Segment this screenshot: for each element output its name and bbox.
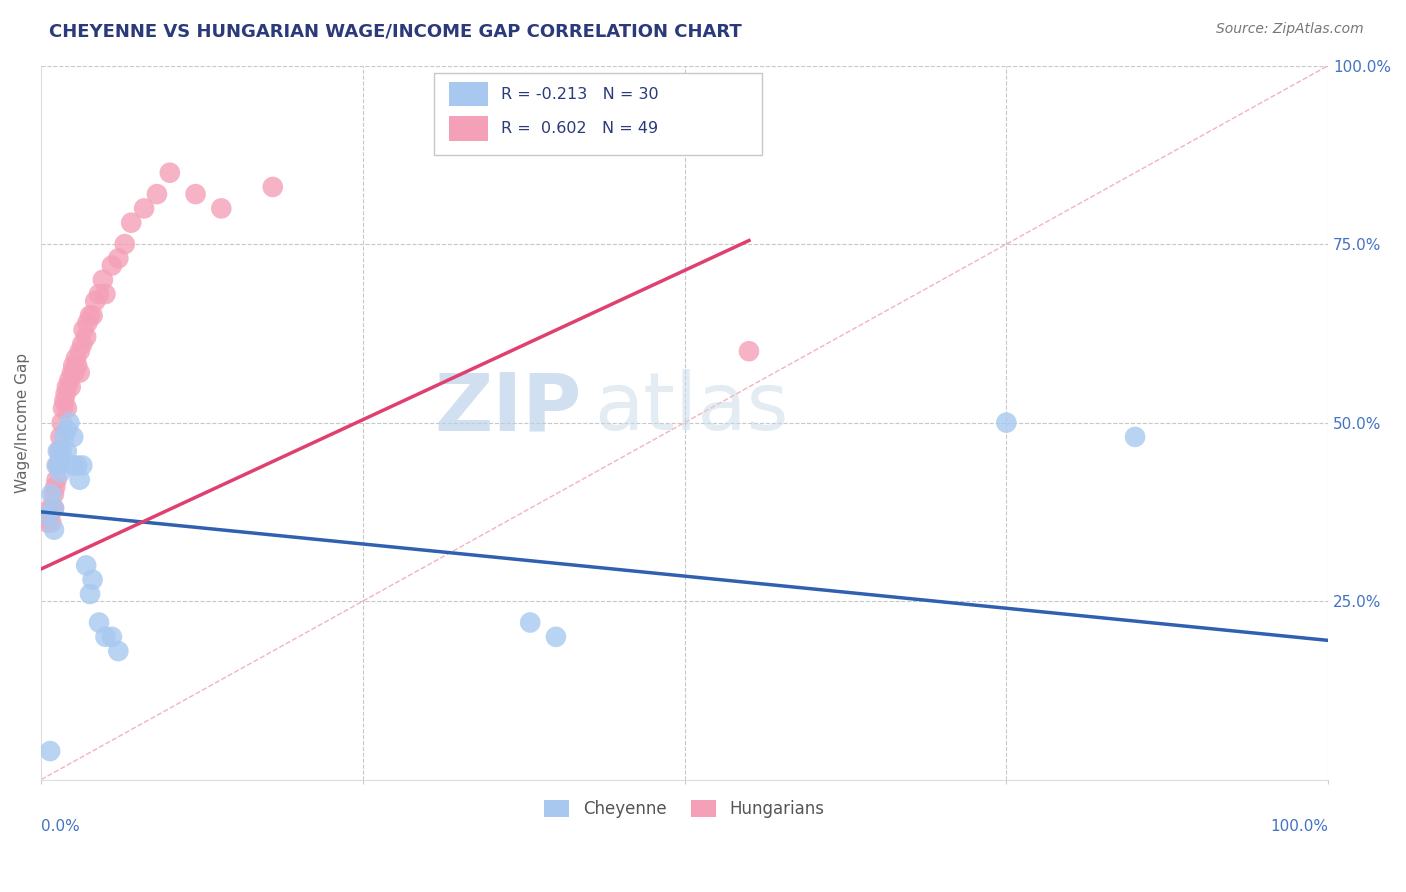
Point bbox=[75, 558, 97, 573]
Point bbox=[995, 416, 1018, 430]
Point bbox=[65, 351, 87, 366]
Point bbox=[62, 458, 84, 473]
Point bbox=[94, 287, 117, 301]
Point bbox=[209, 202, 232, 216]
Point bbox=[59, 380, 82, 394]
Point bbox=[37, 516, 59, 530]
Point bbox=[37, 508, 59, 523]
Point bbox=[39, 744, 62, 758]
Point bbox=[42, 523, 65, 537]
Point bbox=[38, 508, 60, 523]
Point bbox=[184, 187, 207, 202]
Point bbox=[87, 615, 110, 630]
Point bbox=[66, 359, 89, 373]
Point bbox=[82, 573, 104, 587]
Point bbox=[69, 473, 91, 487]
Point bbox=[55, 387, 77, 401]
Point bbox=[101, 630, 124, 644]
Point bbox=[738, 344, 761, 359]
Point bbox=[519, 615, 541, 630]
Point bbox=[45, 458, 67, 473]
Text: Source: ZipAtlas.com: Source: ZipAtlas.com bbox=[1216, 22, 1364, 37]
Point bbox=[53, 430, 76, 444]
FancyBboxPatch shape bbox=[449, 116, 488, 141]
Point bbox=[44, 480, 66, 494]
Point bbox=[69, 344, 91, 359]
Point bbox=[48, 444, 70, 458]
FancyBboxPatch shape bbox=[449, 82, 488, 106]
Point bbox=[84, 294, 107, 309]
Legend: Cheyenne, Hungarians: Cheyenne, Hungarians bbox=[538, 793, 831, 825]
Point bbox=[46, 444, 69, 458]
Point bbox=[42, 501, 65, 516]
Point bbox=[91, 273, 114, 287]
Point bbox=[544, 630, 567, 644]
Point bbox=[46, 458, 69, 473]
Point bbox=[120, 216, 142, 230]
Text: 0.0%: 0.0% bbox=[41, 819, 80, 834]
Point bbox=[51, 416, 73, 430]
Point bbox=[58, 416, 80, 430]
Point bbox=[56, 423, 79, 437]
Point bbox=[49, 451, 72, 466]
Point bbox=[72, 323, 94, 337]
Point bbox=[107, 252, 129, 266]
Point bbox=[56, 380, 79, 394]
Point bbox=[72, 337, 94, 351]
Point bbox=[69, 366, 91, 380]
Text: 100.0%: 100.0% bbox=[1270, 819, 1329, 834]
Point bbox=[146, 187, 169, 202]
Point bbox=[45, 473, 67, 487]
Point bbox=[79, 309, 101, 323]
Point bbox=[75, 330, 97, 344]
Point bbox=[94, 630, 117, 644]
Point bbox=[42, 487, 65, 501]
Point bbox=[58, 373, 80, 387]
Y-axis label: Wage/Income Gap: Wage/Income Gap bbox=[15, 352, 30, 492]
Text: CHEYENNE VS HUNGARIAN WAGE/INCOME GAP CORRELATION CHART: CHEYENNE VS HUNGARIAN WAGE/INCOME GAP CO… bbox=[49, 22, 742, 40]
Point bbox=[41, 501, 63, 516]
Point bbox=[52, 401, 75, 416]
Point bbox=[49, 430, 72, 444]
Point bbox=[41, 516, 63, 530]
Text: ZIP: ZIP bbox=[434, 369, 582, 447]
Point bbox=[39, 501, 62, 516]
Point bbox=[107, 644, 129, 658]
Point bbox=[56, 401, 79, 416]
Point bbox=[51, 444, 73, 458]
Point bbox=[49, 466, 72, 480]
Point bbox=[66, 458, 89, 473]
Point bbox=[62, 359, 84, 373]
Point bbox=[41, 487, 63, 501]
Point bbox=[48, 458, 70, 473]
Point bbox=[63, 366, 86, 380]
Point bbox=[42, 501, 65, 516]
Point bbox=[53, 394, 76, 409]
Point bbox=[82, 309, 104, 323]
Text: atlas: atlas bbox=[595, 369, 789, 447]
Point bbox=[262, 180, 284, 194]
Point bbox=[60, 366, 83, 380]
Point bbox=[62, 430, 84, 444]
FancyBboxPatch shape bbox=[433, 73, 762, 155]
Point bbox=[79, 587, 101, 601]
Point bbox=[159, 166, 181, 180]
Text: R = -0.213   N = 30: R = -0.213 N = 30 bbox=[501, 87, 658, 102]
Point bbox=[101, 259, 124, 273]
Point bbox=[1123, 430, 1146, 444]
Point bbox=[114, 237, 136, 252]
Point bbox=[132, 202, 155, 216]
Point bbox=[76, 316, 98, 330]
Point bbox=[87, 287, 110, 301]
Text: R =  0.602   N = 49: R = 0.602 N = 49 bbox=[501, 121, 658, 136]
Point bbox=[72, 458, 94, 473]
Point bbox=[56, 444, 79, 458]
